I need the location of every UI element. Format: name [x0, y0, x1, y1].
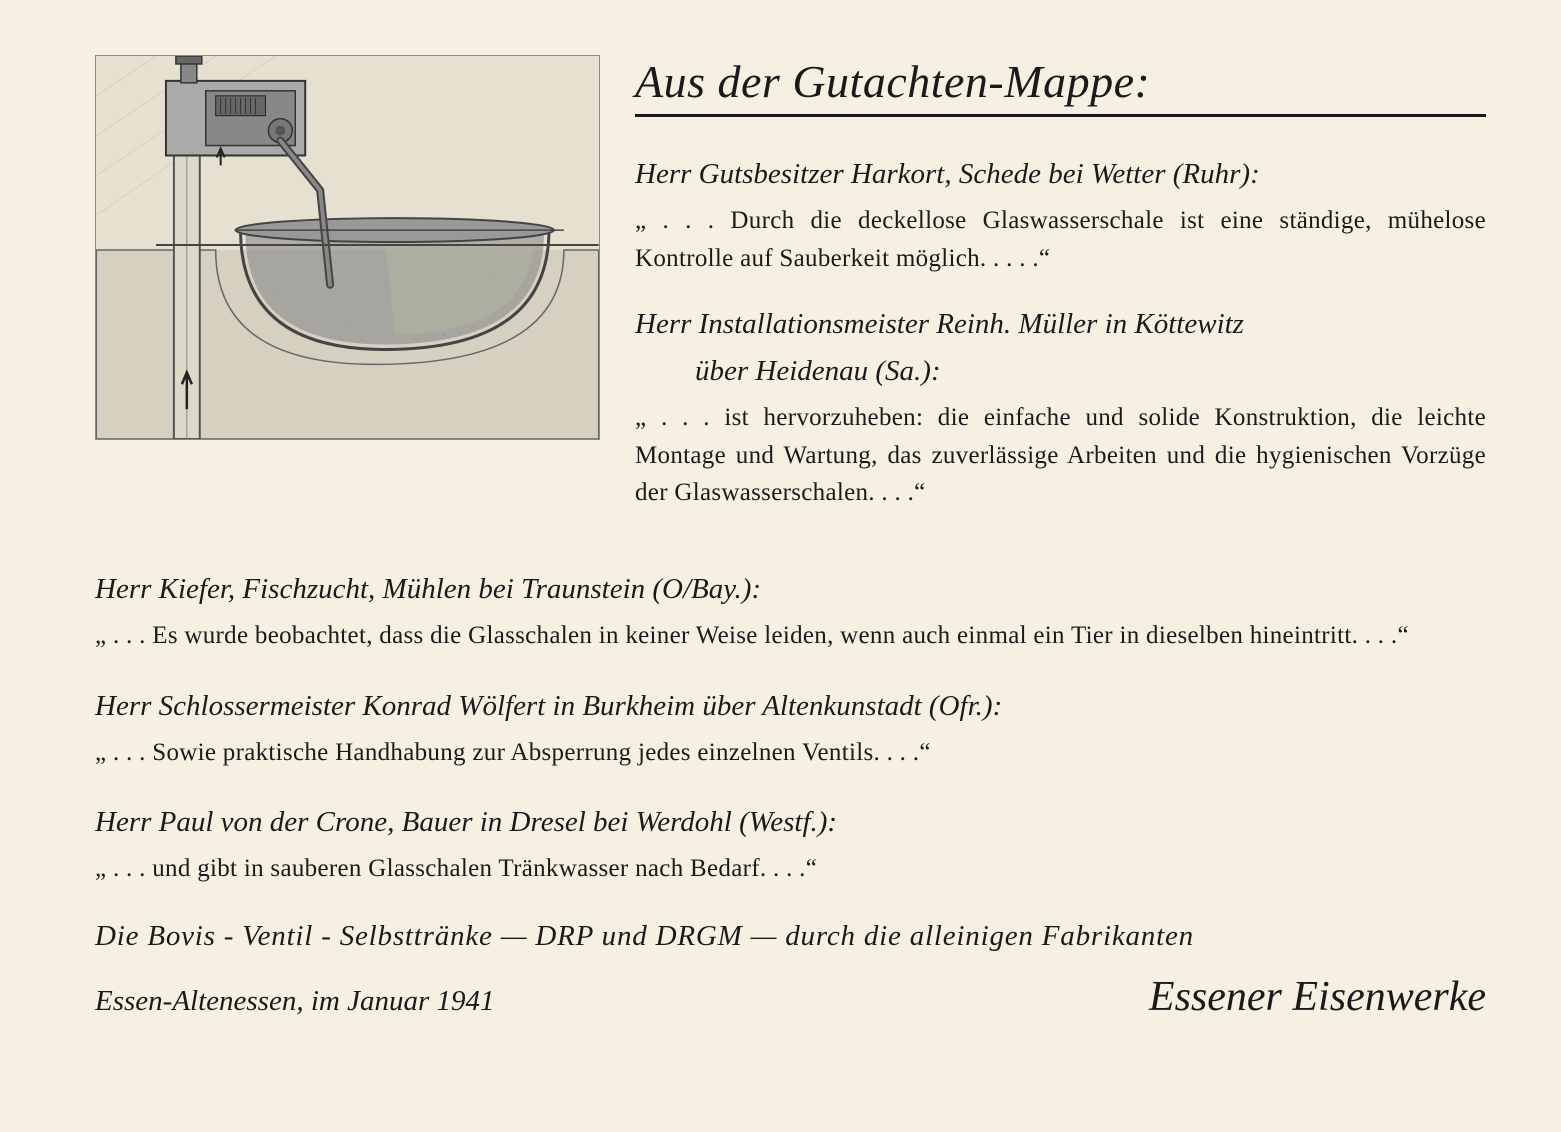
footer-line: Essen-Altenessen, im Januar 1941 Essener… — [95, 973, 1486, 1021]
footer-company: Essener Eisenwerke — [1149, 973, 1486, 1021]
testimonial-header: Herr Schlossermeister Konrad Wölfert in … — [95, 687, 1486, 726]
diagram-svg — [96, 56, 599, 439]
product-line: Die Bovis - Ventil - Selbsttränke — DRP … — [95, 920, 1486, 953]
testimonial-header: Herr Gutsbesitzer Harkort, Schede bei We… — [635, 155, 1486, 194]
testimonial-header-line2: über Heidenau (Sa.): — [635, 352, 1486, 391]
bottom-section: Herr Kiefer, Fischzucht, Mühlen bei Trau… — [95, 570, 1486, 1021]
testimonial-header: Herr Paul von der Crone, Bauer in Dresel… — [95, 803, 1486, 842]
testimonial-5: Herr Paul von der Crone, Bauer in Dresel… — [95, 803, 1486, 888]
testimonial-body: „ . . . ist hervorzuheben: die einfache … — [635, 399, 1486, 512]
top-section: Aus der Gutachten-Mappe: Herr Gutsbesitz… — [95, 55, 1486, 540]
testimonial-2: Herr Installationsmeister Reinh. Müller … — [635, 305, 1486, 512]
testimonial-header: Herr Kiefer, Fischzucht, Mühlen bei Trau… — [95, 570, 1486, 609]
testimonial-body: „ . . . und gibt in sauberen Glasschalen… — [95, 850, 1486, 888]
testimonial-header-line1: Herr Installationsmeister Reinh. Müller … — [635, 305, 1486, 344]
main-title: Aus der Gutachten-Mappe: — [635, 55, 1486, 117]
footer-date: Essen-Altenessen, im Januar 1941 — [95, 985, 495, 1018]
testimonial-1: Herr Gutsbesitzer Harkort, Schede bei We… — [635, 155, 1486, 277]
testimonial-body: „ . . . Sowie praktische Handhabung zur … — [95, 734, 1486, 772]
right-column: Aus der Gutachten-Mappe: Herr Gutsbesitz… — [635, 55, 1486, 540]
product-diagram — [95, 55, 600, 440]
testimonial-4: Herr Schlossermeister Konrad Wölfert in … — [95, 687, 1486, 772]
testimonial-3: Herr Kiefer, Fischzucht, Mühlen bei Trau… — [95, 570, 1486, 655]
testimonial-body: „ . . . Es wurde beobachtet, dass die Gl… — [95, 617, 1486, 655]
testimonial-body: „ . . . Durch die deckellose Glaswassers… — [635, 202, 1486, 277]
